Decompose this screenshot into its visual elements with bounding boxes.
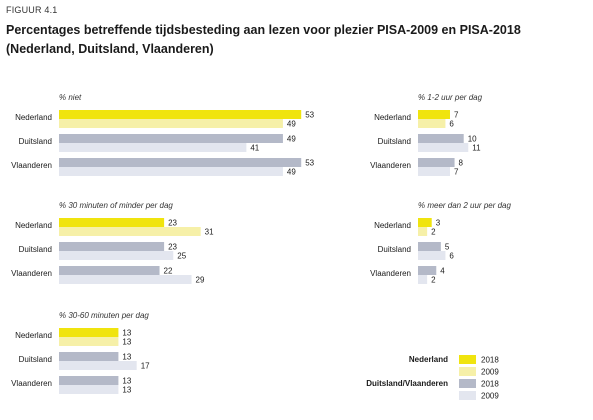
- bar: [418, 266, 437, 275]
- value-label: 53: [305, 159, 314, 168]
- bar: [59, 134, 283, 143]
- value-label: 11: [472, 144, 481, 153]
- panel-title: % niet: [59, 93, 82, 102]
- legend-swatch: [459, 379, 476, 388]
- value-label: 41: [250, 144, 259, 153]
- value-label: 6: [449, 252, 454, 261]
- bar: [418, 134, 464, 143]
- category-label: Vlaanderen: [11, 269, 52, 278]
- category-label: Vlaanderen: [11, 161, 52, 170]
- bar: [59, 158, 302, 167]
- value-label: 23: [168, 243, 177, 252]
- bar: [418, 167, 450, 176]
- bar: [59, 328, 119, 337]
- bar: [418, 158, 455, 167]
- category-label: Vlaanderen: [11, 379, 52, 388]
- value-label: 13: [122, 353, 131, 362]
- category-label: Nederland: [374, 221, 411, 230]
- value-label: 17: [141, 362, 150, 371]
- legend-group-label: Duitsland/Vlaanderen: [366, 379, 448, 388]
- bar: [59, 242, 165, 251]
- bar: [418, 227, 428, 236]
- panel-title: % meer dan 2 uur per dag: [418, 201, 511, 210]
- legend-year-label: 2009: [481, 392, 499, 401]
- bar: [59, 251, 174, 260]
- bar: [59, 337, 119, 346]
- panel-title: % 1-2 uur per dag: [418, 93, 483, 102]
- bar: [418, 110, 450, 119]
- value-label: 13: [122, 386, 131, 395]
- value-label: 13: [122, 329, 131, 338]
- bar: [418, 275, 428, 284]
- legend-year-label: 2018: [481, 380, 499, 389]
- value-label: 3: [436, 219, 441, 228]
- category-label: Nederland: [374, 113, 411, 122]
- value-label: 4: [440, 267, 445, 276]
- category-label: Duitsland: [19, 355, 52, 364]
- figure-label: FIGUUR 4.1: [6, 5, 58, 15]
- bar: [59, 361, 137, 370]
- value-label: 2: [431, 228, 436, 237]
- value-label: 49: [287, 168, 296, 177]
- bar: [418, 119, 446, 128]
- value-label: 7: [454, 111, 459, 120]
- bar: [59, 143, 247, 152]
- value-label: 49: [287, 120, 296, 129]
- value-label: 2: [431, 276, 436, 285]
- bar: [59, 385, 119, 394]
- value-label: 22: [164, 267, 173, 276]
- value-label: 25: [177, 252, 186, 261]
- bar: [59, 266, 160, 275]
- value-label: 49: [287, 135, 296, 144]
- bar: [59, 119, 283, 128]
- value-label: 7: [454, 168, 459, 177]
- category-label: Duitsland: [378, 245, 411, 254]
- legend-year-label: 2009: [481, 368, 499, 377]
- chart-title: Percentages betreffende tijdsbesteding a…: [6, 23, 521, 56]
- legend-group-label: Nederland: [409, 355, 448, 364]
- value-label: 6: [449, 120, 454, 129]
- bar: [59, 352, 119, 361]
- value-label: 23: [168, 219, 177, 228]
- category-label: Nederland: [15, 331, 52, 340]
- bar: [59, 110, 302, 119]
- category-label: Vlaanderen: [370, 161, 411, 170]
- bar: [59, 275, 192, 284]
- value-label: 5: [445, 243, 450, 252]
- bar: [418, 143, 469, 152]
- bar: [418, 251, 446, 260]
- value-label: 10: [468, 135, 477, 144]
- category-label: Duitsland: [19, 137, 52, 146]
- bar: [59, 227, 201, 236]
- value-label: 8: [459, 159, 464, 168]
- legend-year-label: 2018: [481, 356, 499, 365]
- panel-title: % 30-60 minuten per dag: [59, 311, 149, 320]
- value-label: 13: [122, 338, 131, 347]
- value-label: 13: [122, 377, 131, 386]
- value-label: 53: [305, 111, 314, 120]
- bar: [418, 218, 432, 227]
- bar: [418, 242, 441, 251]
- bar: [59, 376, 119, 385]
- category-label: Duitsland: [19, 245, 52, 254]
- panel-title: % 30 minuten of minder per dag: [59, 201, 173, 210]
- category-label: Nederland: [15, 113, 52, 122]
- category-label: Nederland: [15, 221, 52, 230]
- legend-swatch: [459, 355, 476, 364]
- bar: [59, 167, 283, 176]
- category-label: Duitsland: [378, 137, 411, 146]
- value-label: 31: [205, 228, 214, 237]
- legend-swatch: [459, 367, 476, 376]
- legend-swatch: [459, 391, 476, 400]
- category-label: Vlaanderen: [370, 269, 411, 278]
- bar: [59, 218, 165, 227]
- value-label: 29: [196, 276, 205, 285]
